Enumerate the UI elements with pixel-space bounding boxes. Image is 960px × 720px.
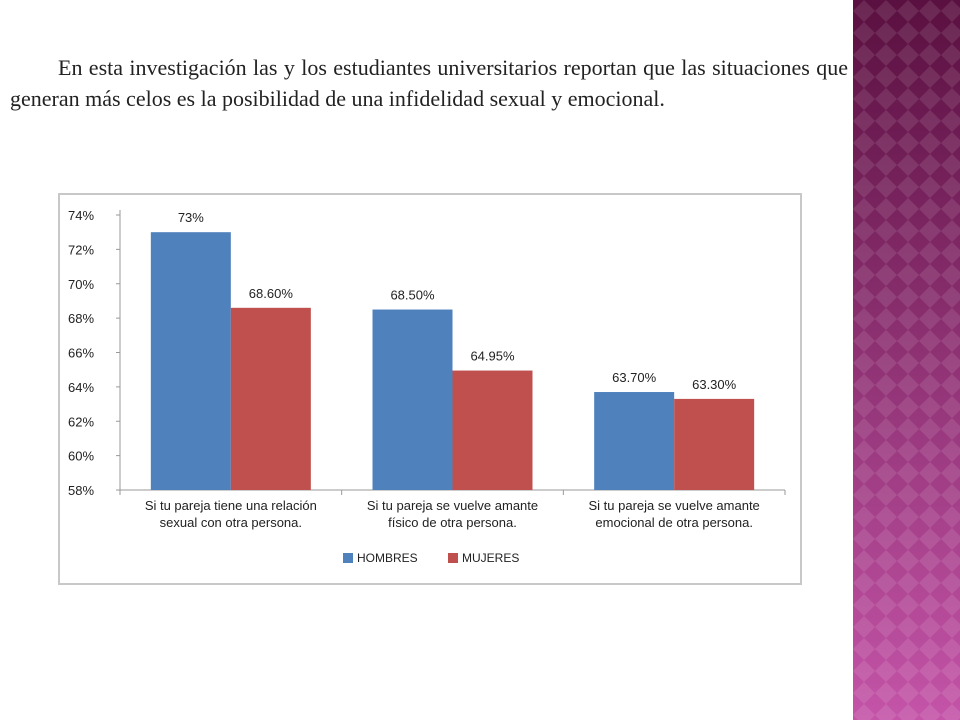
chart-frame: 58% 60% 62% 64% 66% 68% 70% 72% 74% 73% 68.60% Si t… [58, 193, 802, 585]
bar-hombres-2 [594, 392, 675, 490]
bar-hombres-1 [372, 309, 453, 490]
y-tick-label: 74% [68, 208, 94, 223]
x-category-label: físico de otra persona. [388, 515, 517, 530]
bar-mujeres-0 [230, 307, 311, 490]
y-tick-label: 58% [68, 483, 94, 498]
x-category-label: emocional de otra persona. [595, 515, 753, 530]
y-tick-label: 70% [68, 277, 94, 292]
data-label: 68.60% [249, 286, 294, 301]
x-category-label: Si tu pareja se vuelve amante [589, 498, 760, 513]
x-category-label: Si tu pareja tiene una relación [145, 498, 317, 513]
y-tick-label: 64% [68, 380, 94, 395]
legend-label: MUJERES [462, 551, 519, 565]
data-label: 73% [178, 210, 204, 225]
decorative-side-band [853, 0, 960, 720]
x-category-label: Si tu pareja se vuelve amante [367, 498, 538, 513]
bar-chart: 58% 60% 62% 64% 66% 68% 70% 72% 74% 73% 68.60% Si t… [68, 208, 786, 565]
data-label: 64.95% [470, 349, 515, 364]
legend-swatch-mujeres [448, 553, 458, 563]
data-label: 63.70% [612, 370, 657, 385]
bar-mujeres-1 [452, 370, 533, 490]
legend-label: HOMBRES [357, 551, 418, 565]
bar-hombres-0 [150, 232, 231, 490]
bar-mujeres-2 [674, 398, 755, 490]
y-tick-label: 62% [68, 414, 94, 429]
y-tick-label: 72% [68, 242, 94, 257]
legend-swatch-hombres [343, 553, 353, 563]
band-pattern [853, 0, 960, 720]
data-label: 63.30% [692, 377, 737, 392]
intro-paragraph: En esta investigación las y los estudian… [10, 55, 848, 111]
y-tick-label: 60% [68, 449, 94, 464]
y-tick-label: 68% [68, 311, 94, 326]
x-category-label: sexual con otra persona. [160, 515, 302, 530]
data-label: 68.50% [390, 288, 435, 303]
y-tick-label: 66% [68, 346, 94, 361]
